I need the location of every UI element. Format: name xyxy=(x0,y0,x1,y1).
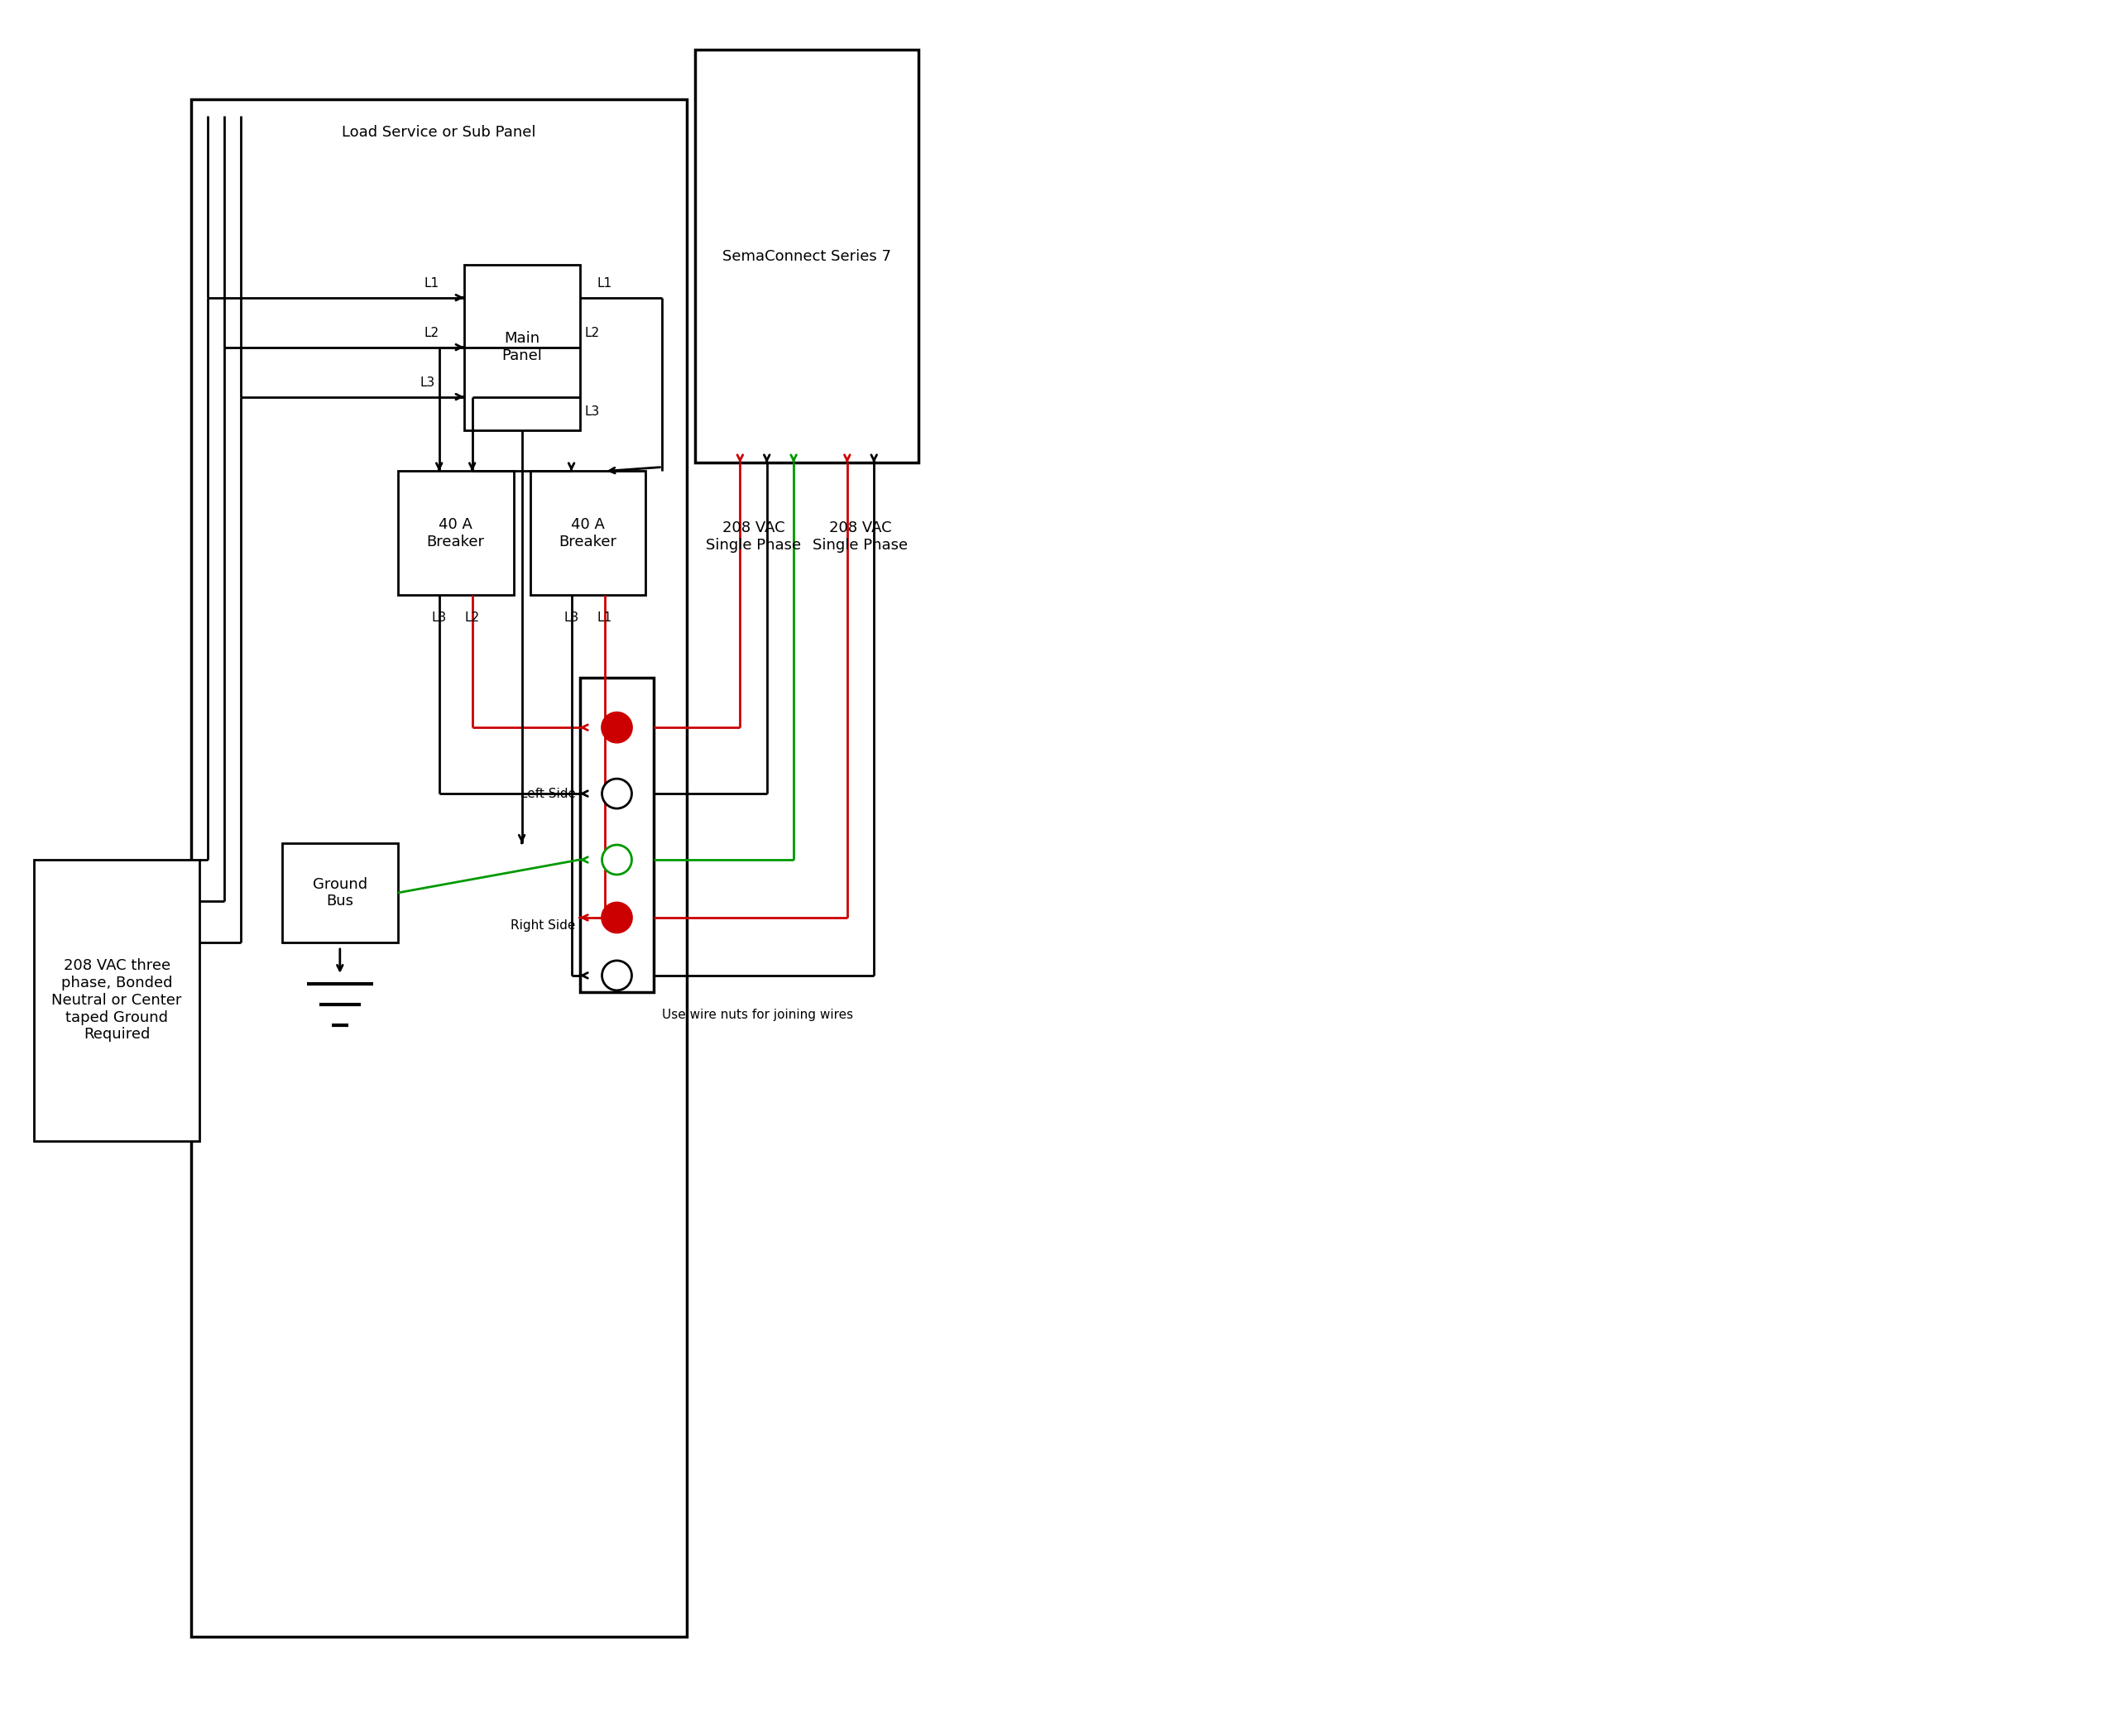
Circle shape xyxy=(601,779,631,809)
Text: 40 A
Breaker: 40 A Breaker xyxy=(426,517,485,549)
Text: Ground
Bus: Ground Bus xyxy=(312,877,367,910)
Bar xyxy=(696,50,918,464)
Text: L1: L1 xyxy=(424,278,439,290)
Bar xyxy=(34,859,200,1141)
Text: 40 A
Breaker: 40 A Breaker xyxy=(559,517,616,549)
Text: 208 VAC
Single Phase: 208 VAC Single Phase xyxy=(812,521,907,552)
Text: Right Side: Right Side xyxy=(511,920,576,932)
Text: L1: L1 xyxy=(597,611,612,625)
Text: L2: L2 xyxy=(464,611,479,625)
Text: Main
Panel: Main Panel xyxy=(502,332,542,363)
Circle shape xyxy=(601,712,631,743)
Text: L3: L3 xyxy=(420,377,435,389)
Text: L2: L2 xyxy=(424,326,439,339)
Circle shape xyxy=(601,845,631,875)
Bar xyxy=(283,844,399,943)
Text: SemaConnect Series 7: SemaConnect Series 7 xyxy=(722,248,890,264)
Text: Left Side: Left Side xyxy=(519,788,576,800)
Text: 208 VAC three
phase, Bonded
Neutral or Center
taped Ground
Required: 208 VAC three phase, Bonded Neutral or C… xyxy=(51,958,181,1042)
Text: L1: L1 xyxy=(597,278,612,290)
Text: Use wire nuts for joining wires: Use wire nuts for joining wires xyxy=(663,1009,855,1021)
Circle shape xyxy=(601,903,631,932)
Text: L3: L3 xyxy=(433,611,447,625)
Text: L2: L2 xyxy=(584,326,599,339)
Bar xyxy=(464,264,580,431)
Circle shape xyxy=(601,960,631,990)
Text: Load Service or Sub Panel: Load Service or Sub Panel xyxy=(342,125,536,139)
Text: L3: L3 xyxy=(563,611,578,625)
Bar xyxy=(580,677,654,991)
Bar xyxy=(530,470,646,595)
Bar xyxy=(399,470,513,595)
Text: 208 VAC
Single Phase: 208 VAC Single Phase xyxy=(707,521,802,552)
Bar xyxy=(192,99,688,1637)
Text: L3: L3 xyxy=(584,404,599,417)
